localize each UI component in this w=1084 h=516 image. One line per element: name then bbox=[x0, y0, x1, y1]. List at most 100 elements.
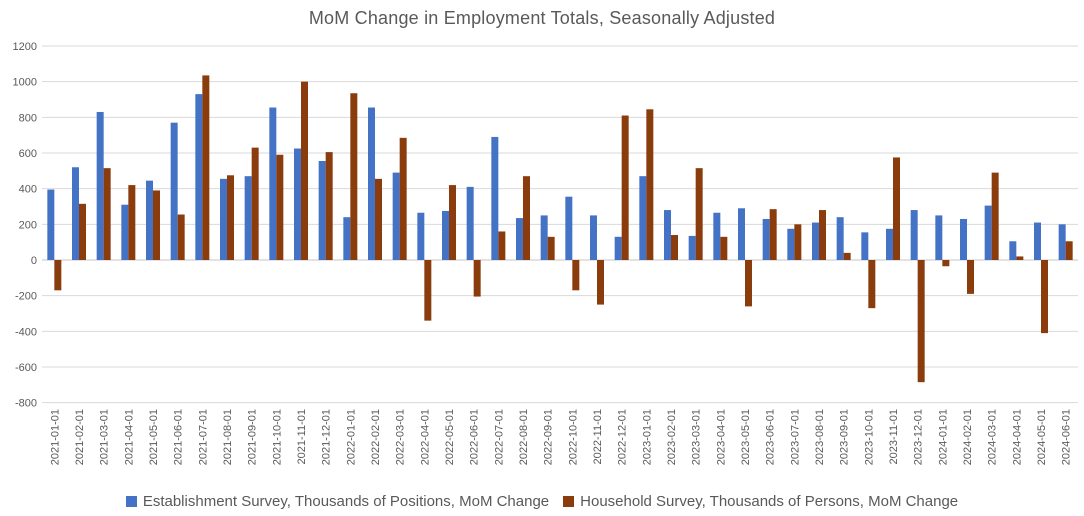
legend-label-household: Household Survey, Thousands of Persons, … bbox=[580, 493, 959, 510]
x-tick-label: 2023-05-01 bbox=[740, 409, 752, 465]
bar-establishment-2023-07-01 bbox=[787, 228, 795, 260]
x-tick-label: 2021-08-01 bbox=[222, 409, 234, 465]
bar-establishment-2023-02-01 bbox=[664, 210, 671, 260]
bar-establishment-2022-12-01 bbox=[614, 236, 622, 260]
bar-household-2023-03-01 bbox=[695, 168, 703, 260]
bar-establishment-2024-03-01 bbox=[984, 205, 992, 260]
y-tick-label: -600 bbox=[15, 362, 37, 374]
x-tick-label: 2024-02-01 bbox=[962, 409, 974, 465]
x-tick-label: 2023-03-01 bbox=[691, 409, 703, 465]
bar-establishment-2022-01-01 bbox=[343, 217, 351, 260]
bar-household-2024-02-01 bbox=[967, 260, 974, 294]
x-tick-label: 2023-02-01 bbox=[666, 409, 678, 465]
x-tick-label: 2024-04-01 bbox=[1011, 409, 1023, 465]
x-tick-label: 2023-09-01 bbox=[839, 409, 851, 465]
x-tick-label: 2023-12-01 bbox=[913, 409, 925, 465]
bar-establishment-2022-03-01 bbox=[392, 172, 400, 260]
x-tick-label: 2022-03-01 bbox=[395, 409, 407, 465]
x-tick-label: 2021-12-01 bbox=[321, 409, 333, 465]
bar-establishment-2023-04-01 bbox=[713, 212, 721, 260]
x-tick-label: 2022-02-01 bbox=[370, 409, 382, 465]
bar-establishment-2024-04-01 bbox=[1009, 241, 1017, 260]
y-tick-label: 800 bbox=[19, 112, 37, 124]
bar-household-2023-06-01 bbox=[769, 209, 777, 260]
bar-establishment-2022-06-01 bbox=[466, 186, 474, 260]
bar-household-2021-05-01 bbox=[153, 190, 160, 260]
x-tick-label: 2021-02-01 bbox=[74, 409, 86, 465]
bar-household-2022-05-01 bbox=[449, 185, 456, 260]
y-tick-label: 200 bbox=[19, 219, 37, 231]
bar-household-2023-11-01 bbox=[893, 157, 900, 260]
x-tick-label: 2023-07-01 bbox=[789, 409, 801, 465]
bar-establishment-2021-06-01 bbox=[170, 122, 178, 260]
chart-title: MoM Change in Employment Totals, Seasona… bbox=[308, 8, 776, 28]
bar-household-2023-09-01 bbox=[843, 252, 851, 260]
bar-household-2024-03-01 bbox=[991, 172, 999, 260]
bar-household-2022-01-01 bbox=[350, 93, 358, 260]
x-tick-label: 2022-08-01 bbox=[518, 409, 530, 465]
bar-household-2021-07-01 bbox=[202, 75, 210, 261]
bar-establishment-2021-08-01 bbox=[220, 178, 227, 260]
bar-establishment-2023-09-01 bbox=[836, 217, 844, 260]
bar-household-2024-06-01 bbox=[1065, 241, 1073, 260]
x-tick-label: 2022-04-01 bbox=[419, 409, 431, 465]
bar-establishment-2021-05-01 bbox=[146, 180, 153, 260]
bar-household-2023-08-01 bbox=[819, 210, 826, 260]
legend: Establishment Survey, Thousands of Posit… bbox=[0, 493, 1084, 510]
x-tick-label: 2022-06-01 bbox=[469, 409, 481, 465]
bar-establishment-2022-05-01 bbox=[442, 210, 449, 260]
bar-household-2021-06-01 bbox=[177, 214, 185, 260]
bar-establishment-2021-10-01 bbox=[269, 107, 277, 261]
bar-establishment-2023-11-01 bbox=[886, 228, 893, 260]
x-tick-label: 2022-07-01 bbox=[493, 409, 505, 465]
legend-label-establishment: Establishment Survey, Thousands of Posit… bbox=[142, 493, 550, 510]
y-tick-label: -800 bbox=[15, 398, 37, 410]
bar-household-2022-07-01 bbox=[498, 231, 506, 260]
bar-household-2021-04-01 bbox=[128, 185, 136, 260]
y-tick-label: 0 bbox=[31, 255, 37, 267]
x-tick-label: 2022-05-01 bbox=[444, 409, 456, 465]
bar-establishment-2023-06-01 bbox=[762, 218, 770, 260]
x-tick-label: 2023-06-01 bbox=[765, 409, 777, 465]
x-tick-label: 2022-09-01 bbox=[543, 409, 555, 465]
legend-item-household: Household Survey, Thousands of Persons, … bbox=[563, 493, 958, 510]
x-tick-label: 2021-10-01 bbox=[271, 409, 283, 465]
bar-household-2024-01-01 bbox=[942, 260, 950, 267]
x-tick-label: 2023-04-01 bbox=[715, 409, 727, 465]
x-tick-label: 2023-11-01 bbox=[888, 409, 900, 464]
bar-household-2022-09-01 bbox=[547, 236, 555, 260]
x-tick-label: 2024-03-01 bbox=[987, 409, 999, 465]
bar-establishment-2021-01-01 bbox=[47, 189, 55, 260]
bar-establishment-2022-02-01 bbox=[368, 107, 375, 261]
bar-establishment-2023-10-01 bbox=[861, 232, 869, 260]
bar-establishment-2021-11-01 bbox=[294, 148, 301, 260]
x-tick-label: 2022-01-01 bbox=[345, 409, 357, 465]
x-tick-label: 2022-10-01 bbox=[567, 409, 579, 465]
x-tick-label: 2021-04-01 bbox=[123, 409, 135, 465]
bar-establishment-2021-12-01 bbox=[318, 161, 326, 260]
bar-household-2024-05-01 bbox=[1041, 260, 1048, 334]
bar-establishment-2023-01-01 bbox=[639, 176, 647, 260]
bar-establishment-2023-12-01 bbox=[910, 210, 918, 260]
x-tick-label: 2024-05-01 bbox=[1036, 409, 1048, 465]
bar-establishment-2022-04-01 bbox=[417, 212, 425, 260]
bar-establishment-2021-03-01 bbox=[96, 111, 104, 260]
bar-household-2023-02-01 bbox=[671, 235, 678, 260]
bar-household-2021-10-01 bbox=[276, 154, 284, 260]
legend-item-establishment: Establishment Survey, Thousands of Posit… bbox=[125, 493, 550, 510]
bar-household-2023-04-01 bbox=[720, 236, 728, 260]
establishment-series-swatch-icon bbox=[125, 496, 137, 507]
bar-household-2021-02-01 bbox=[79, 203, 86, 260]
x-tick-label: 2021-11-01 bbox=[296, 409, 308, 464]
bar-establishment-2023-08-01 bbox=[812, 222, 819, 260]
bar-establishment-2024-05-01 bbox=[1034, 222, 1041, 260]
x-tick-label: 2022-11-01 bbox=[592, 409, 604, 464]
bar-household-2024-04-01 bbox=[1016, 256, 1024, 260]
x-tick-label: 2021-05-01 bbox=[148, 409, 160, 465]
x-tick-label: 2022-12-01 bbox=[617, 409, 629, 465]
bar-establishment-2023-03-01 bbox=[688, 235, 696, 260]
x-tick-label: 2021-09-01 bbox=[247, 409, 259, 465]
household-series-swatch-icon bbox=[563, 496, 575, 507]
x-tick-label: 2023-10-01 bbox=[863, 409, 875, 465]
